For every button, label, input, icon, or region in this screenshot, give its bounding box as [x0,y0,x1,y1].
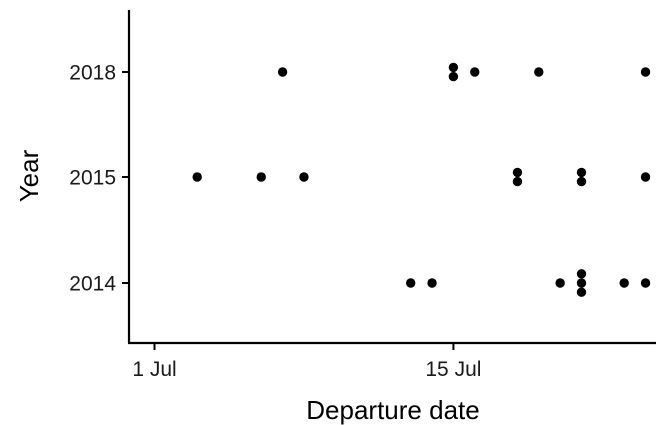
data-dot [406,278,416,288]
x-tick-label: 1 Jul [132,358,176,381]
y-tick-label: 2015 [69,167,116,190]
data-dot [555,278,565,288]
data-dots [192,62,651,297]
x-tick-label: 15 Jul [425,358,481,381]
data-dot [277,67,288,77]
data-dot [427,278,437,288]
y-tick-label: 2018 [69,62,116,85]
data-dot [576,287,587,297]
data-dot [640,67,651,77]
data-dot [512,167,523,178]
data-dot [576,278,587,288]
y-axis-title: Year [14,149,44,202]
data-dot [192,172,202,182]
data-dot [299,172,309,182]
y-tick-label: 2014 [69,273,116,296]
x-axis-title: Departure date [306,395,479,425]
y-ticks: 2014 2015 2018 [69,62,129,296]
data-dot [470,67,480,77]
axes [127,10,656,345]
data-dot [619,278,629,288]
data-dot [576,176,587,187]
data-dot [640,278,651,288]
data-dot [512,176,523,187]
data-dot [448,62,459,73]
data-dot [576,269,587,279]
data-dot [534,67,544,77]
data-dot [576,167,587,178]
data-dot [640,172,651,182]
data-dot [256,172,266,182]
data-dot [448,71,459,82]
